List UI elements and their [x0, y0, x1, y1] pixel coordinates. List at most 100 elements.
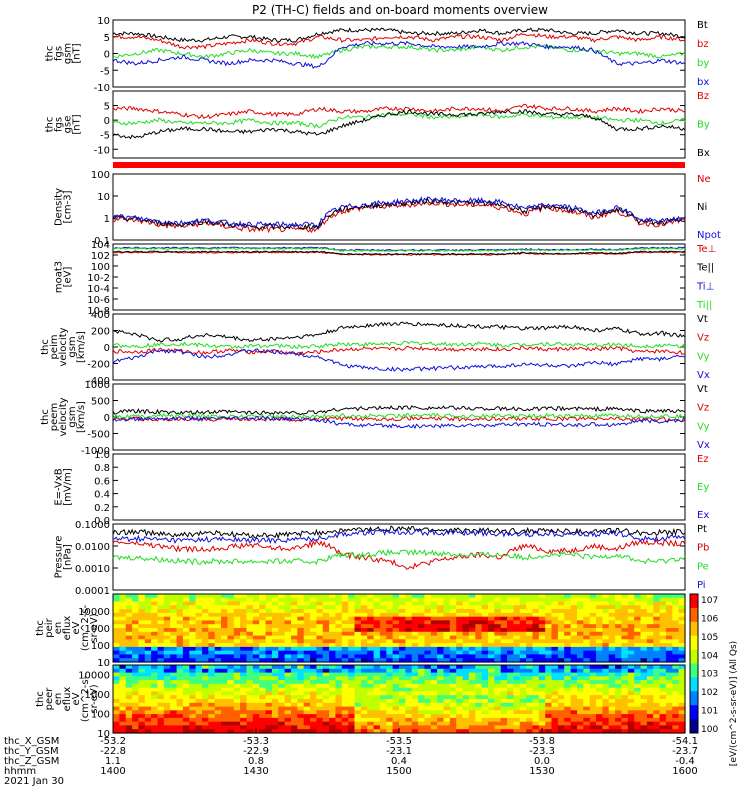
spectrogram-cell: [335, 620, 343, 625]
spectrogram-cell: [246, 691, 254, 696]
spectrogram-cell: [621, 687, 629, 693]
spectrogram-cell: [214, 624, 222, 629]
spectrogram-cell: [583, 729, 591, 734]
spectrogram-cell: [665, 654, 673, 659]
spectrogram-cell: [475, 635, 483, 640]
spectrogram-cell: [615, 616, 623, 622]
spectrogram-cell: [246, 601, 254, 606]
spectrogram-cell: [151, 710, 159, 715]
spectrogram-cell: [195, 721, 203, 727]
spectrogram-cell: [138, 650, 146, 656]
spectrogram-cell: [481, 601, 489, 606]
spectrogram-cell: [386, 597, 394, 603]
spectrogram-cell: [500, 683, 508, 689]
spectrogram-cell: [208, 729, 216, 734]
spectrogram-cell: [621, 594, 629, 599]
spectrogram-cell: [221, 620, 228, 625]
spectrogram-cell: [354, 643, 362, 648]
spectrogram-cell: [583, 639, 591, 644]
spectrogram-cell: [570, 691, 578, 696]
spectrogram-cell: [608, 725, 616, 730]
spectrogram-cell: [303, 654, 311, 659]
spectrogram-cell: [316, 714, 324, 719]
series-line-Vy: [112, 340, 686, 350]
spectrogram-cell: [214, 635, 222, 640]
spectrogram-cell: [113, 687, 120, 693]
spectrogram-cell: [278, 650, 286, 656]
spectrogram-cell: [672, 668, 680, 674]
spectrogram-cell: [596, 687, 603, 693]
spectrogram-cell: [411, 631, 419, 637]
spectrogram-cell: [392, 624, 400, 629]
spectrogram-cell: [284, 717, 292, 723]
spectrogram-cell: [596, 665, 603, 670]
spectrogram-cell: [437, 605, 445, 610]
spectrogram-cell: [195, 601, 203, 606]
spectrogram-cell: [678, 706, 686, 711]
spectrogram-cell: [577, 706, 584, 711]
spectrogram-cell: [653, 680, 661, 685]
spectrogram-cell: [608, 643, 616, 648]
legend-entry: Te⊥: [696, 244, 716, 255]
spectrogram-cell: [551, 687, 559, 693]
spectrogram-cell: [468, 650, 476, 656]
spectrogram-cell: [373, 609, 381, 614]
spectrogram-cell: [399, 702, 406, 708]
spectrogram-cell: [125, 635, 133, 640]
spectrogram-cell: [634, 695, 642, 700]
spectrogram-cell: [507, 725, 514, 730]
spectrogram-cell: [672, 624, 680, 629]
ylabel-line: eV: [71, 621, 82, 634]
spectrogram-cell: [221, 601, 228, 606]
spectrogram-cell: [202, 706, 209, 711]
spectrogram-cell: [405, 631, 413, 637]
spectrogram-cell: [532, 639, 540, 644]
spectrogram-cell: [221, 616, 228, 622]
spectrogram-cell: [125, 624, 133, 629]
spectrogram-cell: [246, 612, 254, 618]
spectrogram-cell: [113, 624, 120, 629]
spectrogram-cell: [468, 654, 476, 659]
spectrogram-cell: [271, 676, 279, 681]
spectrogram-cell: [132, 687, 140, 693]
spectrogram-cell: [513, 680, 521, 685]
series-line-Vy: [112, 412, 686, 420]
spectrogram-cell: [113, 699, 120, 704]
spectrogram-cell: [399, 620, 406, 625]
spectrogram-cell: [335, 687, 343, 693]
spectrogram-cell: [182, 699, 190, 704]
spectrogram-cell: [348, 620, 356, 625]
spectrogram-cell: [513, 631, 521, 637]
spectrogram-cell: [125, 650, 133, 656]
series-line-Te||: [112, 250, 686, 256]
spectrogram-cell: [570, 706, 578, 711]
spectrogram-cell: [392, 687, 400, 693]
spectrogram-cell: [379, 658, 387, 663]
spectrogram-cell: [621, 714, 629, 719]
spectrogram-cell: [240, 601, 248, 606]
spectrogram-cell: [659, 714, 667, 719]
ylabel-line: fgs: [54, 46, 65, 61]
spectrogram-cell: [570, 597, 578, 603]
spectrogram-cell: [564, 721, 572, 727]
spectrogram-cell: [538, 721, 546, 727]
spectrogram-cell: [265, 710, 273, 715]
spectrogram-cell: [208, 710, 216, 715]
spectrogram-cell: [221, 654, 228, 659]
spectrogram-cell: [621, 710, 629, 715]
spectrogram-cell: [348, 721, 356, 727]
spectrogram-cell: [532, 658, 540, 663]
spectrogram-cell: [488, 605, 495, 610]
spectrogram-cell: [570, 721, 578, 727]
spectrogram-cell: [227, 665, 235, 670]
spectrogram-cell: [316, 594, 324, 599]
panel-frame: [112, 90, 686, 159]
spectrogram-cell: [564, 729, 572, 734]
spectrogram-cell: [316, 695, 324, 700]
spectrogram-cell: [437, 699, 445, 704]
spectrogram-cell: [360, 646, 368, 652]
spectrogram-cell: [373, 605, 381, 610]
spectrogram-cell: [176, 643, 184, 648]
spectrogram-cell: [437, 635, 445, 640]
spectrogram-cell: [367, 668, 375, 674]
